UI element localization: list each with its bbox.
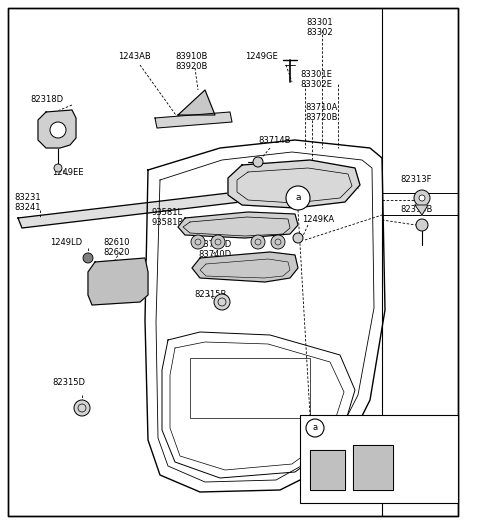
Circle shape <box>293 233 303 243</box>
Text: 82314B: 82314B <box>400 205 432 214</box>
Circle shape <box>414 190 430 206</box>
Circle shape <box>286 186 310 210</box>
Text: a: a <box>295 193 301 202</box>
Text: 93581L
93581R: 93581L 93581R <box>152 208 184 227</box>
Text: 82318D: 82318D <box>30 95 63 104</box>
Circle shape <box>54 164 62 172</box>
Polygon shape <box>310 450 345 490</box>
Text: 83910B
83920B: 83910B 83920B <box>175 52 207 71</box>
Polygon shape <box>192 252 298 282</box>
FancyBboxPatch shape <box>300 415 458 503</box>
Circle shape <box>251 235 265 249</box>
Text: 1243AB: 1243AB <box>118 52 151 61</box>
Text: 83231
83241: 83231 83241 <box>14 193 41 212</box>
Text: 1249GE: 1249GE <box>245 52 278 61</box>
Polygon shape <box>155 112 232 128</box>
Text: 93580C: 93580C <box>345 420 377 429</box>
Text: 82313F: 82313F <box>400 175 432 184</box>
Bar <box>190 358 310 418</box>
Polygon shape <box>353 445 393 490</box>
Text: 83714B: 83714B <box>258 136 290 145</box>
Polygon shape <box>228 160 360 208</box>
Circle shape <box>191 235 205 249</box>
Polygon shape <box>178 90 215 115</box>
Text: 83301
83302: 83301 83302 <box>307 18 333 37</box>
Text: 82610
82620: 82610 82620 <box>103 238 130 257</box>
Circle shape <box>211 235 225 249</box>
Polygon shape <box>38 110 76 148</box>
Circle shape <box>416 219 428 231</box>
Circle shape <box>306 419 324 437</box>
Text: 1249KA: 1249KA <box>302 215 334 224</box>
Polygon shape <box>88 258 148 305</box>
Text: 1249LD: 1249LD <box>50 238 82 247</box>
Text: 82315D: 82315D <box>52 378 85 387</box>
Text: a: a <box>312 423 318 432</box>
Polygon shape <box>18 178 358 228</box>
Text: 83710A
83720B: 83710A 83720B <box>305 103 337 123</box>
Polygon shape <box>178 212 298 238</box>
Circle shape <box>214 294 230 310</box>
Circle shape <box>50 122 66 138</box>
Polygon shape <box>415 205 428 215</box>
Circle shape <box>83 253 93 263</box>
Circle shape <box>271 235 285 249</box>
Text: 82315B: 82315B <box>194 290 227 299</box>
Text: 83301E
83302E: 83301E 83302E <box>300 70 332 90</box>
Circle shape <box>253 157 263 167</box>
Circle shape <box>419 195 425 201</box>
Text: 93752: 93752 <box>300 437 326 446</box>
Text: 1249EE: 1249EE <box>52 168 84 177</box>
Circle shape <box>74 400 90 416</box>
Text: 83730D
83740D: 83730D 83740D <box>198 240 231 259</box>
